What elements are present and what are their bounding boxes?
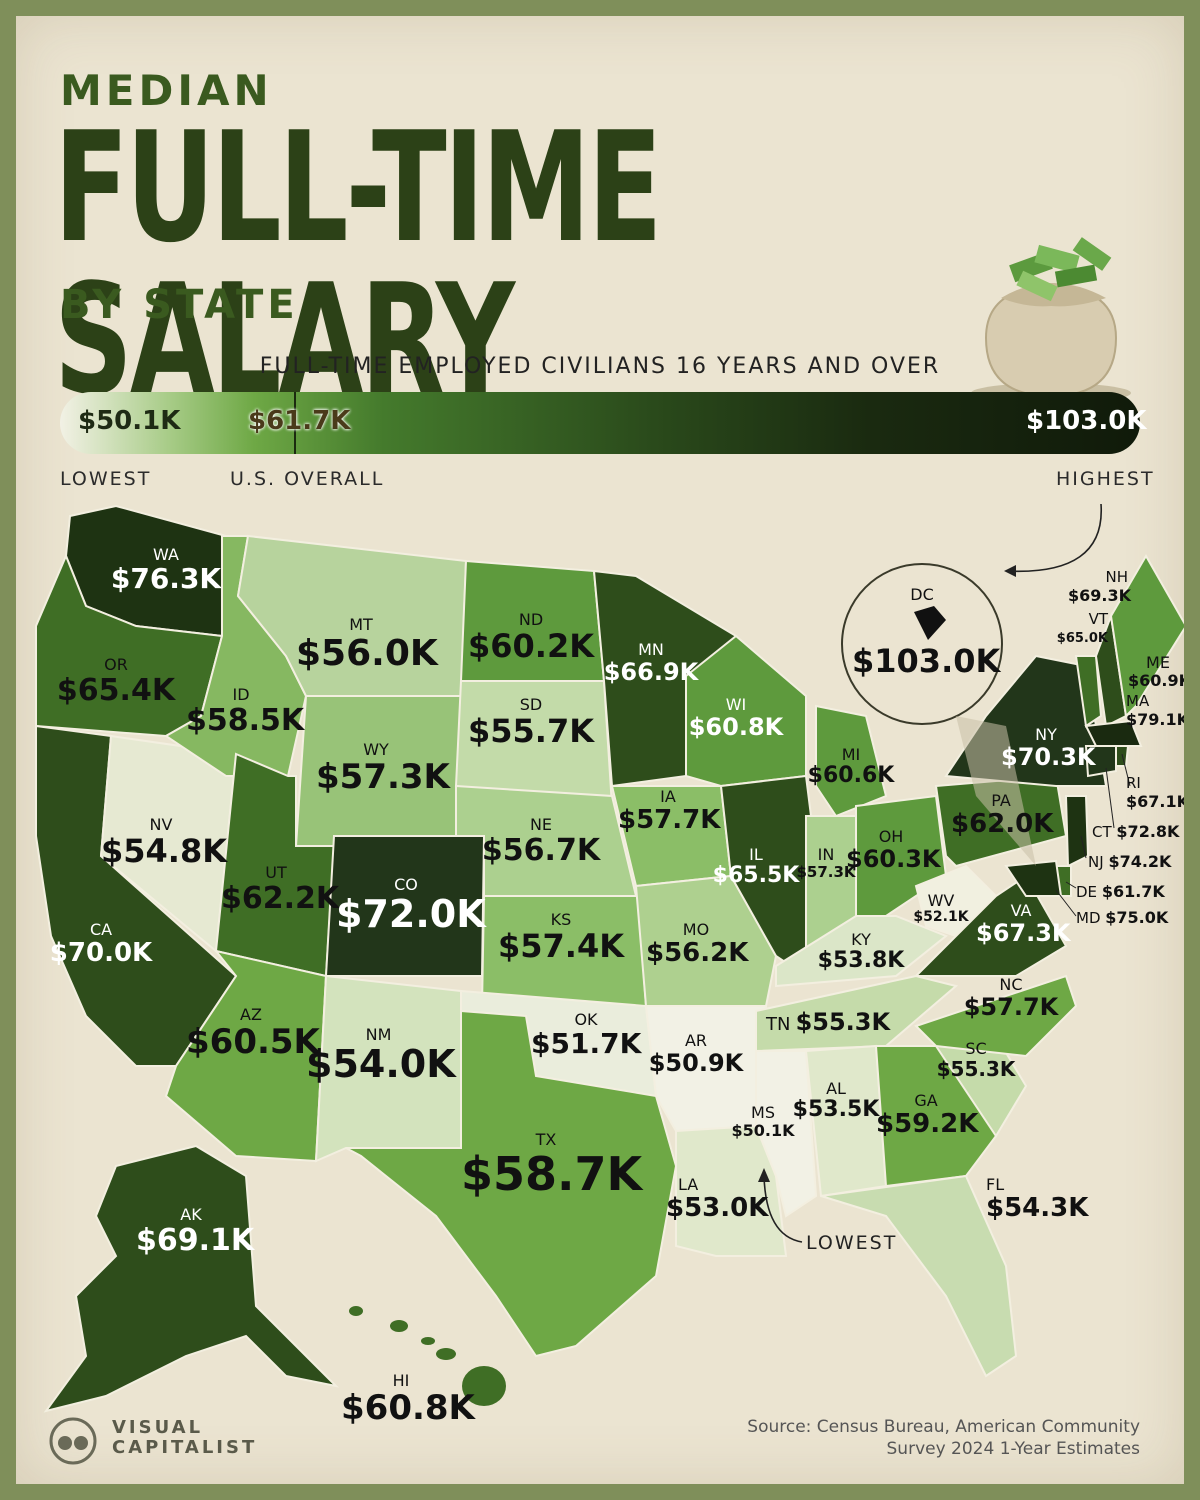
- label-OH: OH $60.3K: [846, 827, 941, 873]
- label-AL: AL $53.5K: [792, 1079, 880, 1122]
- state-NJ: [1064, 795, 1090, 868]
- label-SD: SD $55.7K: [467, 695, 594, 750]
- label-WA: WA $76.3K: [110, 545, 222, 595]
- label-MD: MD $75.0K: [1076, 908, 1169, 927]
- us-overall-marker: [294, 392, 296, 454]
- label-WI: WI $60.8K: [688, 695, 784, 741]
- label-KY: KY $53.8K: [817, 930, 905, 973]
- label-CT: CT $72.8K: [1092, 822, 1180, 841]
- scale-mid-value: $61.7K: [248, 406, 351, 436]
- label-NE: NE $56.7K: [481, 815, 601, 868]
- scale-high-label: HIGHEST: [1056, 468, 1155, 490]
- label-KS: KS $57.4K: [497, 910, 624, 965]
- label-MO: MO $56.2K: [646, 920, 749, 968]
- state-HI: [349, 1306, 506, 1406]
- label-SC: SC $55.3K: [936, 1039, 1016, 1081]
- label-ID: ID $58.5K: [186, 685, 305, 738]
- state-CT: [1084, 745, 1117, 778]
- label-MI: MI $60.6K: [807, 745, 895, 788]
- subtitle: FULL-TIME EMPLOYED CIVILIANS 16 YEARS AN…: [259, 354, 941, 379]
- scale-low-value: $50.1K: [78, 406, 181, 436]
- us-map: [35, 503, 1184, 1413]
- title-by-state: BY STATE: [60, 282, 299, 328]
- label-GA: GA $59.2K: [876, 1091, 979, 1139]
- highest-arrowhead: [1004, 565, 1016, 577]
- label-LA: LA $53.0K: [666, 1175, 769, 1223]
- title-median: MEDIAN: [60, 66, 273, 115]
- label-VA: VA $67.3K: [976, 901, 1071, 947]
- label-AK: AK $69.1K: [136, 1205, 255, 1258]
- label-ME: ME$60.9K: [1128, 653, 1184, 690]
- label-AZ: AZ $60.5K: [186, 1005, 320, 1062]
- scale-mid-label: U.S. OVERALL: [230, 468, 385, 490]
- state-VA: [913, 874, 1068, 977]
- label-FL: FL $54.3K: [986, 1175, 1089, 1223]
- state-FL: [820, 1174, 1018, 1378]
- label-IL: IL $65.5K: [712, 845, 800, 888]
- label-OR: OR $65.4K: [56, 655, 176, 708]
- label-MS: MS $50.1K: [731, 1103, 795, 1140]
- label-PA: PA $62.0K: [951, 791, 1054, 839]
- label-NV: NV $54.8K: [101, 815, 228, 870]
- color-scale-bar: [60, 392, 1140, 454]
- lowest-arrow: [763, 1175, 803, 1243]
- lowest-annotation: LOWEST: [806, 1232, 898, 1254]
- label-NM: NM $54.0K: [306, 1025, 456, 1086]
- label-NC: NC $57.7K: [963, 975, 1059, 1021]
- label-DC: DC $103.0K: [852, 585, 1001, 680]
- label-NJ: NJ $74.2K: [1088, 852, 1172, 871]
- label-WV: WV $52.1K: [913, 891, 969, 925]
- visual-capitalist-logo-text: VISUAL CAPITALIST: [112, 1417, 258, 1458]
- label-TX: TX $58.7K: [461, 1130, 643, 1201]
- lowest-arrowhead: [758, 1168, 770, 1182]
- infographic: MEDIAN FULL-TIME SALARY BY STATE FULL-TI…: [16, 16, 1184, 1484]
- state-VT: [1074, 655, 1103, 728]
- label-CA: CA $70.0K: [49, 920, 153, 968]
- label-VT: VT $65.0K: [1056, 610, 1108, 646]
- label-HI: HI $60.8K: [341, 1371, 475, 1428]
- callout-lines: [1055, 753, 1131, 917]
- label-OK: OK $51.7K: [531, 1010, 642, 1060]
- highest-arrow: [1005, 503, 1102, 573]
- state-NC: [914, 974, 1078, 1058]
- state-ME: [1109, 554, 1184, 719]
- state-DC: [914, 606, 946, 640]
- label-RI: RI $67.1K: [1126, 774, 1184, 811]
- state-AK: [43, 1144, 340, 1413]
- visual-capitalist-logo-icon: [49, 1417, 97, 1465]
- state-MO: [634, 874, 778, 1007]
- state-KY: [775, 915, 948, 988]
- scale-low-label: LOWEST: [60, 468, 152, 490]
- label-TN: TN $55.3K: [766, 1008, 891, 1036]
- title-main: FULL-TIME SALARY: [54, 99, 662, 428]
- state-TN: [755, 974, 959, 1053]
- label-IN: IN $57.3K: [796, 845, 856, 881]
- label-MA: MA $79.1K: [1126, 692, 1184, 729]
- label-AR: AR $50.9K: [648, 1031, 744, 1077]
- source-note: Source: Census Bureau, American Communit…: [747, 1417, 1140, 1460]
- state-MA: [1084, 719, 1143, 747]
- label-WY: WY $57.3K: [316, 740, 450, 797]
- label-DE: DE $61.7K: [1076, 882, 1165, 901]
- dc-callout-beam: [956, 716, 1036, 866]
- label-MN: MN $66.9K: [603, 640, 699, 686]
- state-TX: [345, 1009, 678, 1358]
- label-CO: CO $72.0K: [336, 875, 486, 936]
- label-UT: UT $62.2K: [221, 863, 340, 916]
- label-MT: MT $56.0K: [296, 615, 438, 674]
- scale-high-value: $103.0K: [1026, 406, 1147, 436]
- label-NY: NY $70.3K: [1001, 725, 1096, 771]
- label-NH: NH $69.3K: [1068, 568, 1132, 605]
- dc-callout-circle: [841, 563, 1003, 725]
- label-IA: IA $57.7K: [618, 787, 721, 835]
- label-ND: ND $60.2K: [467, 610, 594, 665]
